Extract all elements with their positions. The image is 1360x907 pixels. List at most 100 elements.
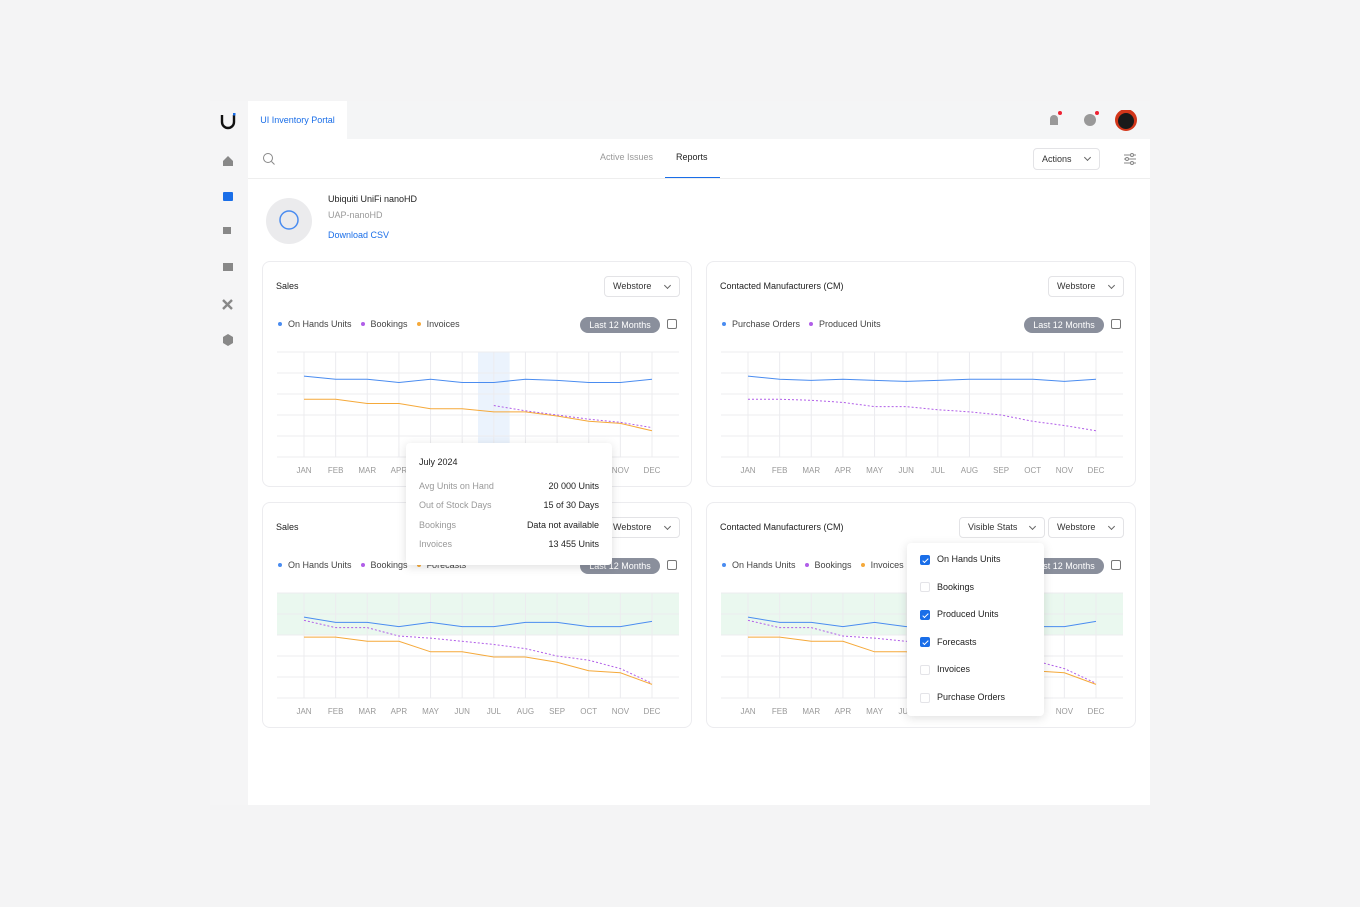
x-tick-label: JAN (296, 707, 311, 716)
chart-card: JANFEBMARAPRMAYJUNJULAUGSEPOCTNOVDECSale… (262, 261, 692, 487)
checkbox (920, 637, 930, 648)
tooltip-value: 15 of 30 Days (543, 500, 599, 511)
product-model: UAP-nanoHD (328, 210, 383, 220)
tooltip-value: Data not available (526, 519, 599, 530)
x-tick-label: MAR (358, 707, 376, 716)
box-icon[interactable] (223, 334, 233, 346)
filter-dropdown[interactable]: Webstore (604, 276, 680, 297)
divider (248, 178, 1150, 179)
x-tick-label: SEP (549, 707, 565, 716)
series-line (304, 398, 653, 432)
legend-item: Invoices (417, 319, 460, 329)
filter-dropdown[interactable]: Webstore (1048, 276, 1124, 297)
x-tick-label: MAY (866, 707, 883, 716)
series-line (303, 619, 653, 684)
x-tick-label: JUN (898, 707, 914, 716)
tab-active[interactable]: Reports (676, 152, 708, 162)
reports-icon[interactable] (223, 263, 233, 271)
x-tick-label: APR (391, 707, 408, 716)
search-icon[interactable] (262, 152, 276, 166)
actions-button[interactable]: Actions (1033, 148, 1100, 170)
x-tick-label: AUG (517, 707, 534, 716)
x-tick-label: JUN (898, 466, 914, 475)
inventory-icon[interactable] (223, 192, 233, 201)
visible-stats-menu: On Hands Units Bookings Produced Units Fore… (907, 543, 1044, 716)
tooltip-value: 20 000 Units (548, 481, 599, 491)
checkbox (920, 554, 930, 565)
option-label: On Hands Units (937, 554, 1001, 564)
settings-icon[interactable] (1123, 152, 1137, 166)
x-tick-label: FEB (328, 707, 344, 716)
sidebar-icons (220, 113, 236, 346)
x-tick-label: APR (391, 466, 408, 475)
option-label: Produced Units (937, 609, 999, 620)
x-tick-label: FEB (328, 466, 344, 475)
filter-dropdown[interactable]: Webstore (604, 517, 680, 538)
shipping-icon[interactable] (223, 227, 231, 234)
x-tick-label: JUN (454, 707, 470, 716)
legend-item: Bookings (805, 560, 852, 570)
tab-underline (665, 177, 720, 178)
stat-option[interactable]: Purchase Orders (920, 692, 1005, 706)
x-tick-label: SEP (993, 466, 1009, 475)
x-tick-label: MAR (802, 466, 820, 475)
filter-dropdown[interactable]: Webstore (1048, 517, 1124, 538)
x-tick-label: NOV (1056, 707, 1074, 716)
bell-icon[interactable] (1050, 115, 1058, 125)
x-tick-label: DEC (644, 466, 661, 475)
tooltip-label: Avg Units on Hand (419, 481, 494, 491)
legend-item: Bookings (361, 319, 408, 329)
stat-option[interactable]: Forecasts (920, 637, 977, 651)
tools-icon[interactable] (222, 299, 233, 310)
tooltip-value: 13 455 Units (548, 538, 599, 549)
x-tick-label: OCT (580, 707, 597, 716)
tooltip-title: July 2024 (419, 457, 458, 467)
legend: Purchase Orders Produced Units (722, 319, 881, 329)
chat-icon[interactable] (1084, 114, 1096, 126)
home-icon[interactable] (223, 156, 233, 166)
legend: On Hands Units Bookings Invoices (278, 319, 460, 329)
stat-option[interactable]: On Hands Units (920, 554, 1001, 568)
badge (1058, 111, 1062, 115)
top-bar (248, 101, 1150, 139)
stat-option[interactable]: Bookings (920, 582, 974, 596)
card-title: Sales (276, 522, 299, 532)
option-label: Invoices (937, 664, 971, 675)
x-tick-label: OCT (1024, 466, 1041, 475)
app-tab[interactable]: UI Inventory Portal (248, 101, 347, 139)
legend-item: Produced Units (809, 319, 881, 329)
card-title: Contacted Manufacturers (CM) (720, 522, 844, 532)
download-link[interactable]: Download CSV (328, 230, 390, 240)
range-pill[interactable]: Last 12 Months (580, 317, 660, 333)
legend-item: Invoices (861, 560, 904, 570)
calendar-icon[interactable] (1111, 319, 1121, 329)
visible-stats-button[interactable]: Visible Stats (959, 517, 1045, 538)
x-tick-label: DEC (1088, 707, 1105, 716)
calendar-icon[interactable] (1111, 560, 1121, 570)
range-pill[interactable]: Last 12 Months (1024, 558, 1104, 574)
stat-option[interactable]: Invoices (920, 664, 970, 678)
stat-option[interactable]: Produced Units (920, 609, 999, 623)
tooltip-label: Invoices (419, 538, 453, 549)
range-pill[interactable]: Last 12 Months (1024, 317, 1104, 333)
legend: On Hands Units Bookings Forecasts (278, 560, 466, 570)
x-tick-label: JAN (740, 466, 755, 475)
x-tick-label: DEC (644, 707, 661, 716)
product-image (266, 198, 312, 244)
x-tick-label: JAN (740, 707, 755, 716)
series-line (493, 405, 653, 429)
x-tick-label: APR (835, 707, 852, 716)
tooltip-row: Invoices 13 455 Units (419, 539, 599, 553)
tab[interactable]: Active Issues (600, 152, 654, 162)
x-tick-label: AUG (961, 466, 978, 475)
calendar-icon[interactable] (667, 319, 677, 329)
x-tick-label: FEB (772, 466, 788, 475)
sidebar (210, 101, 248, 805)
logo (220, 115, 236, 130)
x-tick-label: MAR (802, 707, 820, 716)
calendar-icon[interactable] (667, 560, 677, 570)
x-tick-label: MAR (358, 466, 376, 475)
chart: JAN FEB MAR APR MAY JUN JUL AUG SEP OCT NOV DEC (277, 592, 679, 716)
tooltip-row: Bookings Data not available (419, 520, 599, 534)
